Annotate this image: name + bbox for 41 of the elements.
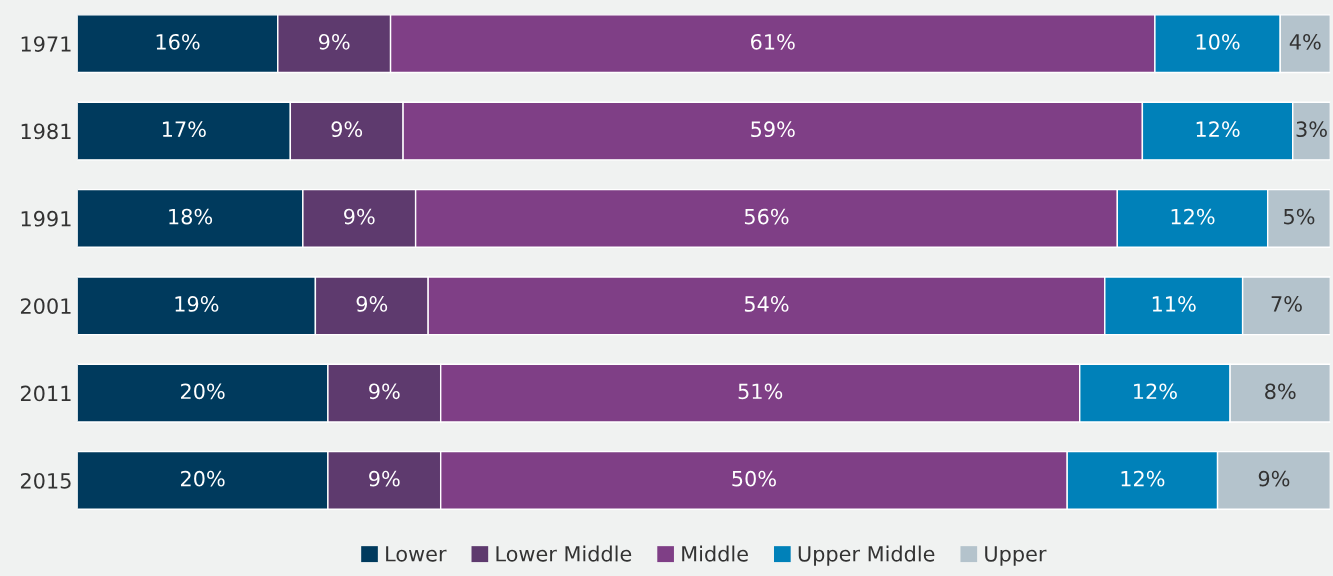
data-label: 19% xyxy=(175,296,219,312)
data-label: 56% xyxy=(744,208,789,225)
data-label: 12% xyxy=(1171,208,1215,225)
data-label: 12% xyxy=(1196,121,1240,138)
y-tick-label: 1991 xyxy=(21,210,71,227)
legend-label: Upper Middle xyxy=(798,545,935,566)
data-label: 11% xyxy=(1152,296,1196,312)
data-label: 5% xyxy=(1284,208,1315,225)
legend-label: Lower Middle xyxy=(496,545,632,562)
y-tick-label: 2001 xyxy=(20,298,71,314)
data-label: 9% xyxy=(356,296,388,312)
data-label: 9% xyxy=(369,470,400,487)
data-label: 4% xyxy=(1289,33,1321,50)
data-label: 16% xyxy=(156,33,200,50)
data-label: 8% xyxy=(1265,383,1296,400)
data-label: 18% xyxy=(169,208,213,225)
legend-label: Lower xyxy=(386,546,447,562)
data-label: 51% xyxy=(738,383,783,400)
data-label: 50% xyxy=(732,470,776,487)
data-label: 9% xyxy=(369,383,400,400)
data-label: 10% xyxy=(1196,33,1240,50)
y-tick-label: 1971 xyxy=(21,36,71,52)
data-label: 20% xyxy=(180,470,225,487)
y-tick-label: 2011 xyxy=(20,385,71,402)
data-label: 9% xyxy=(344,208,375,225)
data-label: 9% xyxy=(1258,470,1290,487)
data-label: 3% xyxy=(1296,121,1327,138)
data-label: 9% xyxy=(318,33,350,50)
data-label: 61% xyxy=(751,33,795,50)
data-label: 9% xyxy=(331,121,363,138)
data-label: 12% xyxy=(1134,383,1177,400)
data-label: 12% xyxy=(1121,470,1165,487)
y-tick-label: 1981 xyxy=(21,123,71,140)
data-label: 17% xyxy=(162,121,206,138)
data-label: 59% xyxy=(751,121,795,138)
data-label: 54% xyxy=(744,296,789,312)
data-label: 7% xyxy=(1271,296,1302,312)
legend-label: Middle xyxy=(682,545,748,562)
y-tick-label: 2015 xyxy=(20,472,71,489)
legend-label: Upper xyxy=(985,546,1047,566)
data-label: 20% xyxy=(180,383,225,400)
